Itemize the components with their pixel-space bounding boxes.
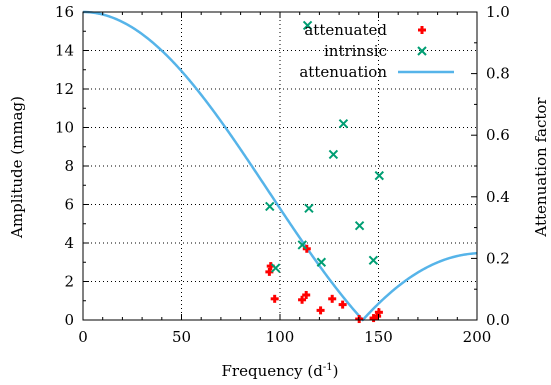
intrinsic-point (338, 118, 349, 129)
y-left-tick-label: 8 (64, 157, 74, 175)
y-left-tick-label: 0 (64, 311, 74, 329)
x-stroke-b (265, 201, 275, 212)
y-left-tick-label: 6 (64, 196, 74, 214)
x-stroke-b (304, 203, 314, 214)
x-stroke-b (302, 20, 313, 31)
intrinsic-point (265, 201, 275, 212)
x-stroke-b (297, 240, 307, 250)
y-axis-left-label: Amplitude (mmag) (8, 96, 26, 239)
x-stroke-b (316, 257, 327, 267)
legend: attenuated intrinsic attenuation (299, 21, 454, 81)
y-left-tick-label: 4 (64, 234, 74, 252)
x-stroke-b (368, 255, 379, 266)
y-left-tick-label: 14 (55, 42, 74, 60)
legend-label-attenuation: attenuation (299, 63, 387, 81)
grid-lines (83, 12, 477, 320)
x-stroke-b (270, 263, 281, 273)
x-axis-label: Frequency (d-1) (222, 362, 339, 380)
x-tick-label: 100 (266, 328, 295, 346)
attenuated-point (328, 294, 337, 303)
y-left-tick-label: 12 (55, 80, 74, 98)
y-left-tick-label: 2 (64, 273, 74, 291)
attenuated-point (316, 306, 325, 315)
y-axis-right-label: Attenuation factor (532, 97, 550, 238)
x-tick-label: 50 (172, 328, 191, 346)
intrinsic-point (328, 149, 339, 160)
x-stroke-b (374, 170, 384, 181)
attenuated-point (270, 294, 279, 303)
y-left-tick-label: 16 (55, 3, 74, 21)
intrinsic-point (302, 20, 313, 31)
attenuation-curve-group (82, 10, 478, 322)
x-stroke-b (417, 46, 427, 56)
attenuated-point (338, 300, 347, 309)
legend-label-intrinsic: intrinsic (324, 42, 387, 60)
y-right-tick-label: 0.4 (486, 188, 510, 206)
legend-label-attenuated: attenuated (304, 21, 387, 39)
attenuated-point (302, 290, 311, 299)
y-right-tick-label: 0.0 (486, 311, 510, 329)
y-right-tick-label: 0.8 (486, 65, 510, 83)
intrinsic-point (297, 240, 307, 250)
intrinsic-point (304, 203, 314, 214)
marker-group (265, 20, 384, 324)
x-stroke-b (328, 149, 339, 160)
axis-ticks (82, 11, 478, 321)
intrinsic-point (368, 255, 379, 266)
tick-labels: 0 50 100 150 200 0 2 4 6 8 10 12 14 16 0.0 0.2 0.4 0.6 0.8… (55, 3, 510, 346)
y-left-tick-label: 10 (55, 119, 74, 137)
y-right-tick-label: 1.0 (486, 3, 510, 21)
x-tick-label: 0 (78, 328, 88, 346)
intrinsic-point (354, 220, 365, 231)
legend-x-swatch (417, 46, 427, 56)
attenuated-point (298, 295, 307, 304)
y-right-tick-label: 0.6 (486, 126, 510, 144)
intrinsic-point (270, 263, 281, 273)
attenuation-curve (82, 10, 478, 322)
x-stroke-b (354, 220, 365, 231)
x-tick-label: 200 (463, 328, 492, 346)
x-tick-label: 150 (364, 328, 393, 346)
y-right-tick-label: 0.2 (486, 249, 510, 267)
intrinsic-point (316, 257, 327, 267)
legend-plus-swatch (418, 26, 426, 34)
intrinsic-point (374, 170, 384, 181)
x-stroke-b (338, 118, 349, 129)
attenuated-point (302, 244, 311, 253)
